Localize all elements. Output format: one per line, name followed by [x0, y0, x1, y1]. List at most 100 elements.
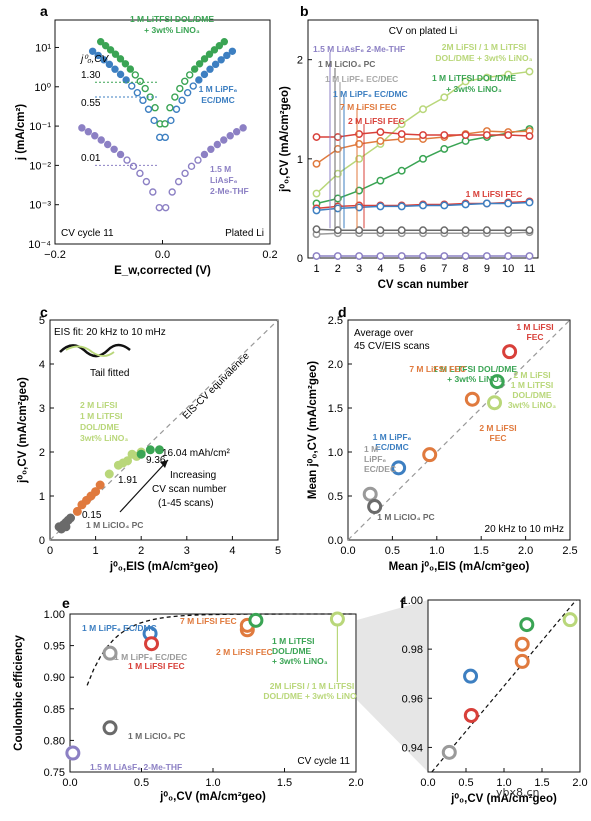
data-point — [86, 491, 96, 501]
series-label: 1 M LiPF₆ — [199, 84, 238, 94]
annot-value: 0.55 — [81, 98, 101, 109]
data-point — [200, 150, 209, 159]
data-point — [376, 202, 385, 211]
x-tick-label: 1.5 — [277, 777, 292, 789]
data-point — [213, 140, 222, 149]
panel-f-letter: f — [400, 595, 405, 611]
y-tick-label: 2.5 — [328, 315, 343, 327]
data-point — [461, 200, 470, 209]
data-point — [141, 84, 149, 93]
data-point — [215, 41, 224, 50]
y-tick-label: 5 — [39, 315, 45, 327]
data-point — [397, 226, 406, 235]
arrow-label: (1-45 scans) — [158, 498, 214, 509]
data-point — [181, 169, 189, 178]
x-tick-label: 3 — [356, 263, 362, 275]
x-tick-label: 1.0 — [496, 777, 511, 789]
x-tick-label: 2.5 — [562, 545, 577, 557]
data-point — [419, 201, 427, 210]
series-label: 2 M LiFSI FEC — [348, 116, 405, 126]
series-label: 1 M LiClO₄ PC — [318, 59, 375, 69]
x-tick-label: 0.0 — [62, 777, 77, 789]
point-label: + 3wt% LiNO₃ — [447, 374, 503, 384]
data-point — [172, 105, 181, 113]
data-point — [312, 206, 321, 215]
data-point — [144, 636, 160, 652]
data-point — [200, 55, 209, 63]
point-label: DOL/DME — [512, 390, 552, 400]
data-point — [228, 47, 237, 55]
data-point — [206, 65, 214, 73]
data-point — [440, 93, 449, 102]
data-point — [355, 140, 364, 148]
x-tick-label: 6 — [420, 263, 426, 275]
data-point — [461, 226, 470, 235]
point-label: 1 M LiTFSI — [511, 380, 554, 390]
data-point — [312, 225, 321, 234]
x-tick-label: 2.0 — [518, 545, 533, 557]
x-axis-label: j⁰₀,CV (mA/cm²geo) — [450, 792, 557, 805]
x-tick-label: 0 — [47, 545, 53, 557]
data-point — [525, 67, 534, 76]
data-point — [181, 77, 189, 85]
point-label: 1 M LiPF₆ EC/DEC — [114, 652, 187, 662]
corner-note: CV cycle 11 — [297, 756, 350, 767]
inset-label: Tail fitted — [90, 368, 129, 379]
data-point — [129, 162, 138, 171]
data-point — [482, 73, 491, 82]
series-label: 2M LiFSI / 1 M LiTFSI — [442, 42, 527, 52]
data-point — [504, 226, 513, 235]
annot-value: 16.04 mAh/cm² — [162, 448, 230, 459]
data-point — [514, 636, 530, 652]
x-tick-label: 5 — [275, 545, 281, 557]
x-tick-label: 0.0 — [155, 249, 170, 261]
data-point — [127, 449, 137, 459]
equivalence-line — [347, 319, 571, 541]
chart-title: 45 CV/EIS scans — [354, 341, 430, 352]
series-label: 1 M LiFSI FEC — [466, 189, 523, 199]
data-point — [166, 104, 174, 112]
group-label: 1 M LiClO₄ PC — [86, 520, 143, 530]
data-point — [189, 82, 197, 90]
y-tick-label: 10⁻³ — [29, 200, 51, 212]
data-point — [464, 391, 480, 407]
data-point — [149, 188, 157, 196]
x-tick-label: 7 — [441, 263, 447, 275]
data-point — [65, 745, 81, 761]
data-point — [133, 89, 142, 97]
y-tick-label: 1.00 — [402, 595, 423, 607]
x-tick-label: 11 — [524, 263, 535, 275]
data-point — [144, 105, 153, 113]
data-point — [136, 77, 144, 85]
series-label: 1 M LiTFSI DOL/DME — [130, 14, 214, 24]
data-point — [463, 707, 479, 723]
point-label: EC/DEC — [364, 464, 396, 474]
y-tick-label: 2.0 — [328, 359, 343, 371]
data-point — [463, 668, 479, 684]
equivalence-label: EIS-CV equivalence — [181, 350, 252, 421]
data-point — [150, 116, 158, 125]
annot-value: 1.30 — [81, 70, 101, 81]
data-point — [312, 189, 321, 198]
series-label: 1 M LiPF₆ EC/DEC — [325, 74, 398, 84]
data-point — [502, 344, 518, 360]
data-point — [312, 133, 321, 141]
y-tick-label: 2 — [39, 447, 45, 459]
data-point — [487, 395, 503, 411]
x-tick-label: 1.5 — [474, 545, 489, 557]
y-tick-label: 1.5 — [328, 403, 343, 415]
data-point — [482, 131, 491, 139]
series-label: 1.5 M — [210, 164, 231, 174]
data-point — [562, 612, 578, 628]
y-axis-label: j⁰₀,CV (mA/cm²geo) — [278, 86, 291, 193]
data-point — [397, 130, 406, 138]
arrow-label: Increasing — [170, 470, 216, 481]
x-tick-label: 10 — [502, 263, 514, 275]
data-point — [482, 226, 491, 235]
point-label: 1 M LiPF₆ EC/DMC — [82, 623, 157, 633]
x-tick-label: 3 — [184, 545, 190, 557]
data-point — [355, 186, 364, 195]
series-label: 1.5 M LiAsF₆ 2-Me-THF — [313, 44, 405, 54]
fit-curve — [86, 613, 352, 686]
